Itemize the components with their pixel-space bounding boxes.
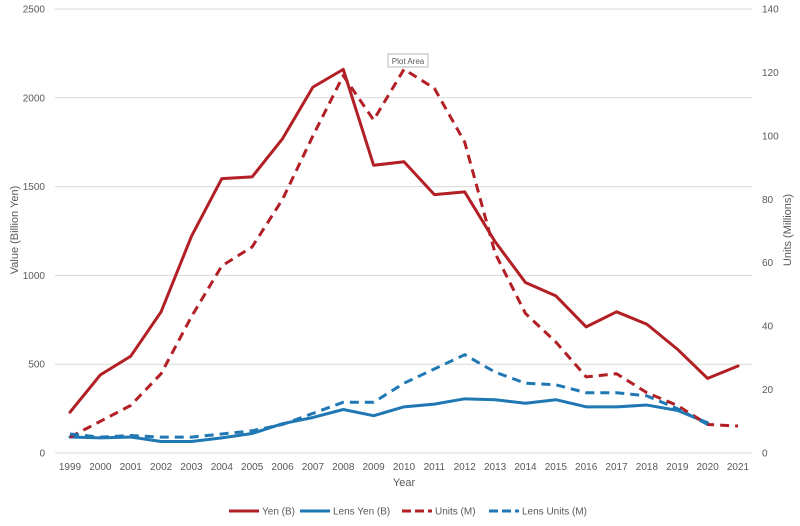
x-axis-title: Year <box>393 477 416 489</box>
x-tick-label: 2013 <box>484 462 507 473</box>
x-tick-label: 2020 <box>697 462 720 473</box>
y-right-tick-label: 60 <box>762 258 774 269</box>
plot-area-annotation: Plot Area <box>387 53 429 68</box>
x-tick-label: 2014 <box>514 462 537 473</box>
plot-area-label: Plot Area <box>392 57 425 66</box>
y-axis-left-ticks: 0 500 1000 1500 2000 2500 <box>23 5 46 460</box>
y-right-tick-label: 120 <box>762 68 779 79</box>
x-tick-label: 2008 <box>332 462 355 473</box>
y-axis-title-right: Units (Millions) <box>782 194 794 266</box>
y-left-tick-label: 0 <box>39 449 45 460</box>
x-tick-label: 2016 <box>575 462 598 473</box>
y-right-tick-label: 40 <box>762 322 774 333</box>
y-left-tick-label: 2000 <box>23 93 46 104</box>
x-tick-label: 2011 <box>424 462 446 473</box>
y-axis-title-left: Value (Billion Yen) <box>9 186 21 274</box>
legend-label: Lens Units (M) <box>522 507 587 518</box>
series-line-units-m <box>69 67 739 439</box>
x-tick-label: 2009 <box>363 462 386 473</box>
x-tick-label: 2010 <box>393 462 416 473</box>
x-tick-label: 2021 <box>727 462 750 473</box>
x-tick-label: 2001 <box>120 462 143 473</box>
x-tick-label: 2002 <box>150 462 173 473</box>
plot-series <box>68 67 740 443</box>
y-right-tick-label: 20 <box>762 385 774 396</box>
y-right-tick-label: 0 <box>762 449 768 460</box>
y-left-tick-label: 1500 <box>23 182 46 193</box>
x-axis-ticks: 1999 2000 2001 2002 2003 2004 2005 2006 2007 2008… <box>59 462 750 473</box>
x-tick-label: 2007 <box>302 462 325 473</box>
x-tick-label: 2004 <box>211 462 234 473</box>
grid-lines <box>55 8 752 454</box>
y-left-tick-label: 500 <box>28 360 45 371</box>
y-right-tick-label: 140 <box>762 5 779 16</box>
x-tick-label: 2017 <box>605 462 628 473</box>
legend-label: Units (M) <box>435 507 476 518</box>
legend-label: Yen (B) <box>262 507 295 518</box>
x-tick-label: 2019 <box>666 462 689 473</box>
y-right-tick-label: 80 <box>762 195 774 206</box>
y-left-tick-label: 2500 <box>23 5 46 16</box>
legend: Yen (B) Lens Yen (B) Units (M) Lens Units (… <box>229 507 587 518</box>
x-tick-label: 2006 <box>271 462 294 473</box>
x-tick-label: 2005 <box>241 462 264 473</box>
x-tick-label: 2000 <box>89 462 112 473</box>
y-axis-right-ticks: 0 20 40 60 80 100 120 140 <box>762 5 779 460</box>
x-tick-label: 2012 <box>454 462 477 473</box>
x-tick-label: 2003 <box>180 462 203 473</box>
legend-label: Lens Yen (B) <box>333 507 390 518</box>
x-tick-label: 2015 <box>545 462 568 473</box>
series-line-lens-units-m <box>69 353 709 439</box>
x-tick-label: 2018 <box>636 462 659 473</box>
series-line-yen-b <box>68 67 740 414</box>
x-tick-label: 1999 <box>59 462 82 473</box>
series-line-lens-yen-b <box>68 397 710 443</box>
y-left-tick-label: 1000 <box>23 271 46 282</box>
y-right-tick-label: 100 <box>762 131 779 142</box>
